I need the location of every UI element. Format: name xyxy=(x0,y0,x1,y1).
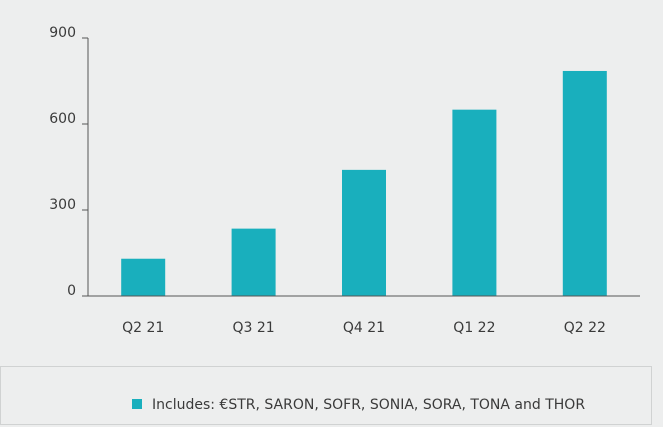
bar xyxy=(121,258,166,296)
legend-label: Includes: €STR, SARON, SOFR, SONIA, SORA… xyxy=(152,397,585,413)
legend-marker xyxy=(132,399,142,409)
x-tick-label: Q4 21 xyxy=(343,320,385,336)
legend-box xyxy=(0,366,652,425)
bar xyxy=(452,109,497,297)
y-tick-label: 900 xyxy=(49,25,76,41)
bar xyxy=(562,70,607,296)
x-tick-label: Q2 21 xyxy=(122,320,164,336)
y-tick-label: 300 xyxy=(49,197,76,213)
bar xyxy=(342,169,386,296)
y-tick-label: 0 xyxy=(67,283,76,299)
x-tick-label: Q1 22 xyxy=(453,320,495,336)
x-tick-label: Q2 22 xyxy=(564,320,606,336)
y-tick-label: 600 xyxy=(49,111,76,127)
bar xyxy=(231,228,276,296)
x-tick-label: Q3 21 xyxy=(232,320,274,336)
